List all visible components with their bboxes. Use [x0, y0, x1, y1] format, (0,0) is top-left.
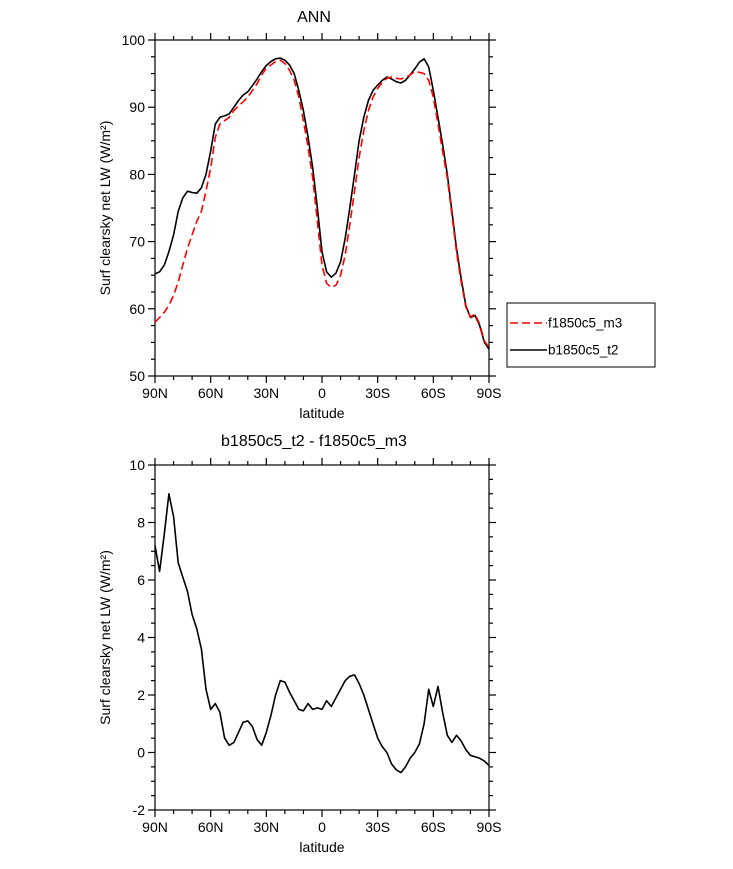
y-tick-label: 6: [137, 572, 145, 588]
series-line-b1850c5_t2: [154, 57, 490, 350]
y-tick-label: 80: [129, 166, 145, 182]
series-line-b1850c5_t2-f1850c5_m3: [154, 493, 490, 774]
y-axis-label: Surf clearsky net LW (W/m²): [97, 550, 113, 725]
chart-ann: 90N 60N 30N 0 30S 60S 90S 50 60 70 80 90 100 ANN latit…: [0, 0, 733, 424]
x-tick-label: 90S: [477, 385, 502, 401]
difference-chart-canvas: 90N 60N 30N 0 30S 60S 90S -2 0 2 4 6 8 10 b1850c5_t2 -…: [97, 433, 502, 855]
x-tick-label: 30N: [253, 385, 279, 401]
x-tick-label: 60S: [421, 819, 446, 835]
legend-box: [506, 302, 656, 368]
legend-entry-label: b1850c5_t2: [548, 343, 619, 358]
plot-frame: [154, 464, 490, 811]
x-tick-label: 60N: [198, 385, 224, 401]
y-tick-label: 90: [129, 99, 145, 115]
x-tick-label: 30S: [365, 819, 390, 835]
ann-chart-canvas: 90N 60N 30N 0 30S 60S 90S 50 60 70 80 90 100 ANN latit…: [97, 9, 656, 421]
y-tick-label: 60: [129, 301, 145, 317]
y-axis-label: Surf clearsky net LW (W/m²): [97, 121, 113, 296]
x-axis-label: latitude: [299, 839, 344, 855]
y-tick-label: 4: [137, 630, 145, 646]
x-axis-label: latitude: [299, 405, 344, 421]
x-tick-label: 30S: [365, 385, 390, 401]
chart-title: b1850c5_t2 - f1850c5_m3: [221, 433, 407, 450]
y-tick-label: 10: [129, 457, 145, 473]
y-tick-label: 70: [129, 234, 145, 250]
legend-entry-label: f1850c5_m3: [548, 316, 622, 331]
y-tick-label: 8: [137, 515, 145, 531]
x-tick-label: 90S: [477, 819, 502, 835]
y-tick-label: 100: [122, 32, 146, 48]
x-tick-label: 60N: [198, 819, 224, 835]
y-tick-label: -2: [133, 802, 146, 818]
plot-frame: [154, 39, 490, 377]
x-tick-label: 30N: [253, 819, 279, 835]
x-tick-label: 60S: [421, 385, 446, 401]
y-tick-label: 0: [137, 745, 145, 761]
y-tick-label: 2: [137, 687, 145, 703]
x-tick-label: 90N: [142, 385, 168, 401]
series-line-f1850c5_m3: [154, 59, 490, 348]
x-tick-label: 90N: [142, 819, 168, 835]
x-tick-label: 0: [318, 819, 326, 835]
chart-difference: 90N 60N 30N 0 30S 60S 90S -2 0 2 4 6 8 10 b1850c5_t2 -…: [0, 424, 733, 869]
x-tick-label: 0: [318, 385, 326, 401]
chart-title: ANN: [297, 9, 331, 26]
y-tick-label: 50: [129, 368, 145, 384]
